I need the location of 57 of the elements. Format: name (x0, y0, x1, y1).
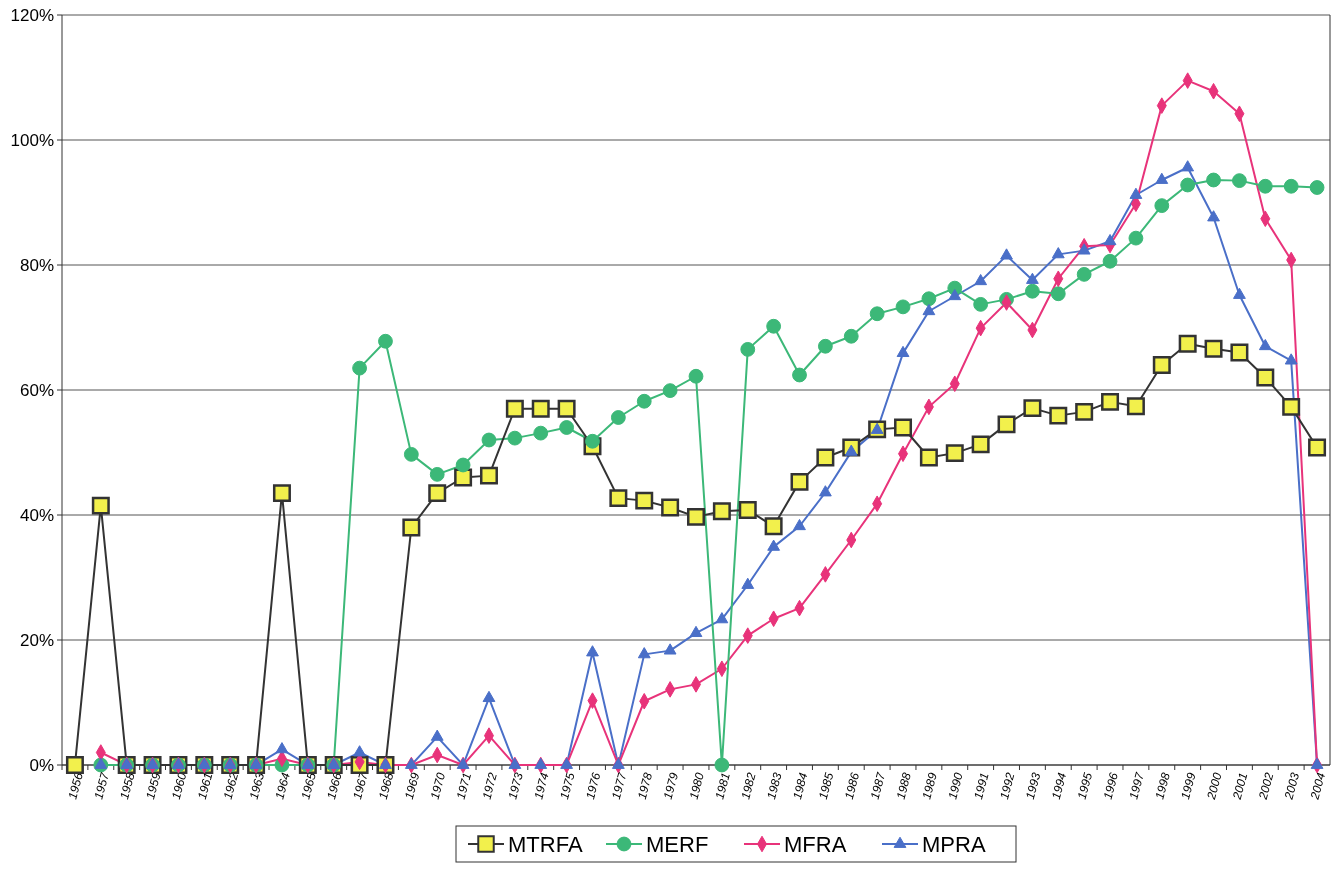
x-tick-label: 1962 (220, 770, 242, 801)
x-tick-label: 2002 (1255, 770, 1277, 802)
x-tick-label: 1998 (1152, 770, 1173, 801)
x-tick-label: 1971 (453, 771, 475, 801)
x-tick-label: 1985 (815, 770, 837, 801)
x-tick-label: 1996 (1100, 770, 1122, 801)
x-tick-label: 1988 (893, 770, 915, 801)
x-tick-label: 1978 (634, 770, 656, 801)
x-tick-label: 1994 (1048, 770, 1070, 801)
x-tick-label: 1979 (660, 770, 682, 801)
x-tick-label: 1961 (194, 771, 216, 801)
x-tick-label: 1963 (246, 770, 268, 801)
x-tick-label: 1973 (505, 770, 526, 801)
x-tick-label: 1992 (997, 770, 1018, 801)
legend-label: MTRFA (508, 831, 583, 857)
x-tick-label: 1975 (557, 770, 578, 801)
y-tick-label: 20% (19, 630, 54, 650)
x-tick-label: 1964 (272, 770, 293, 801)
y-tick-label: 40% (19, 505, 54, 525)
x-tick-label: 1987 (867, 769, 889, 801)
y-tick-label: 60% (19, 380, 54, 400)
x-tick-label: 1977 (608, 769, 630, 801)
x-tick-label: 1976 (583, 770, 604, 801)
x-tick-label: 1980 (686, 770, 708, 801)
x-tick-label: 1981 (712, 771, 733, 801)
x-tick-label: 1974 (531, 770, 552, 801)
x-tick-label: 1966 (324, 770, 345, 801)
legend-label: MERF (646, 831, 709, 857)
legend-label: MPRA (922, 831, 986, 857)
x-tick-label: 1969 (401, 770, 423, 801)
x-tick-label: 1986 (841, 770, 863, 801)
x-tick-label: 2003 (1281, 770, 1303, 802)
x-tick-label: 1984 (790, 770, 811, 801)
x-tick-label: 1972 (479, 770, 501, 801)
y-tick-label: 80% (19, 255, 54, 275)
x-tick-label: 1982 (738, 770, 759, 801)
x-tick-label: 1970 (427, 770, 449, 801)
x-tick-label: 1983 (764, 770, 785, 801)
x-tick-label: 2001 (1229, 771, 1251, 802)
x-tick-label: 1956 (65, 770, 86, 801)
x-tick-label: 2000 (1203, 770, 1225, 802)
x-tick-label: 1997 (1126, 769, 1148, 801)
x-tick-label: 1999 (1178, 770, 1199, 801)
y-tick-label: 100% (10, 130, 54, 150)
x-tick-label: 1957 (91, 769, 113, 801)
x-tick-label: 1958 (117, 770, 138, 801)
x-tick-label: 1995 (1074, 770, 1096, 801)
x-tick-label: 1967 (350, 769, 371, 801)
legend-label: MFRA (784, 831, 847, 857)
x-tick-label: 1989 (919, 770, 940, 801)
x-tick-label: 1990 (945, 770, 966, 801)
y-tick-label: 0% (29, 755, 54, 775)
x-tick-label: 1993 (1022, 770, 1044, 801)
x-tick-label: 2004 (1307, 770, 1329, 802)
x-tick-label: 1965 (298, 770, 319, 801)
x-tick-label: 1991 (971, 771, 992, 801)
y-tick-label: 120% (10, 5, 54, 25)
